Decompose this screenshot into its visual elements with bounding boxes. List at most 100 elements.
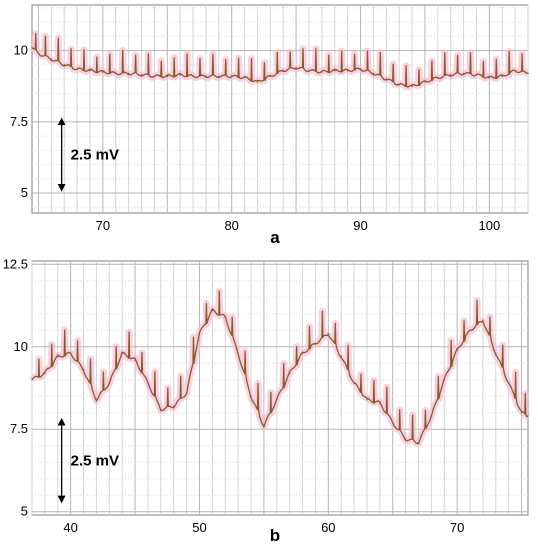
y-tick-label: 10 (14, 43, 28, 58)
data-point (211, 309, 214, 312)
data-point (417, 441, 420, 444)
scale-bar-label: 2.5 mV (71, 453, 119, 470)
data-point (108, 382, 111, 384)
data-point (205, 75, 207, 78)
data-point (501, 75, 504, 78)
data-point (482, 319, 484, 322)
data-point (140, 74, 143, 76)
data-point (366, 398, 368, 401)
data-point (462, 72, 465, 75)
plot-area (31, 4, 529, 214)
data-point (398, 83, 400, 86)
series-line (31, 32, 529, 88)
panel-a: 70 80 90 100 5 7.5 10 2.5 mV a (10, 4, 530, 247)
panel-label: a (270, 228, 280, 247)
data-point (256, 81, 259, 83)
data-point (507, 382, 510, 384)
x-tick-label: 80 (224, 218, 238, 233)
data-point (153, 75, 156, 78)
data-point (114, 72, 117, 75)
data-point (82, 369, 85, 371)
data-point (250, 395, 252, 398)
series-line (31, 290, 529, 445)
data-point (443, 378, 446, 381)
data-point (321, 71, 323, 73)
data-point (134, 359, 136, 361)
data-point (218, 75, 220, 78)
data-point (56, 355, 59, 358)
data-point (308, 69, 310, 72)
data-point (295, 66, 297, 69)
grid (32, 5, 529, 213)
data-point (172, 405, 175, 407)
data-point (494, 352, 497, 355)
y-tick-label: 10 (14, 339, 28, 354)
data-point (301, 352, 304, 355)
data-point (263, 425, 265, 427)
data-point (63, 64, 66, 66)
data-point (520, 411, 523, 414)
data-point (89, 69, 91, 72)
data-point (527, 72, 529, 75)
data-point (179, 74, 181, 76)
x-tick-label: 50 (192, 520, 206, 535)
y-tick-label: 7.5 (10, 114, 28, 129)
data-point (411, 85, 413, 88)
data-point (127, 72, 130, 75)
series-0 (29, 30, 530, 91)
data-point (31, 378, 33, 381)
data-point (275, 398, 278, 401)
data-point (430, 415, 433, 417)
x-tick-label: 70 (96, 218, 110, 233)
data-point (488, 76, 491, 79)
y-tick-label: 12.5 (3, 256, 28, 271)
data-point (192, 75, 194, 78)
data-point (237, 352, 239, 355)
data-point (243, 76, 246, 79)
panel-b: 40 50 60 70 5 7.5 10 12.5 2.5 mV b (3, 256, 531, 545)
series-0 (29, 287, 531, 448)
data-point (69, 352, 72, 355)
data-point (95, 398, 98, 401)
x-tick-label: 100 (478, 218, 500, 233)
data-point (359, 68, 362, 70)
data-point (50, 58, 53, 60)
data-point (37, 52, 40, 55)
data-point (424, 81, 426, 83)
data-point (514, 69, 516, 72)
data-point (340, 355, 342, 358)
x-tick-label: 40 (63, 520, 77, 535)
y-tick-label: 5 (21, 185, 28, 200)
data-point (379, 402, 381, 404)
data-point (372, 72, 375, 75)
data-point (353, 382, 355, 384)
x-tick-label: 70 (450, 520, 464, 535)
data-point (160, 408, 162, 411)
data-point (147, 382, 149, 384)
data-point (456, 349, 458, 351)
data-point (282, 69, 285, 72)
x-tick-label: 90 (353, 218, 367, 233)
data-point (230, 75, 233, 78)
data-point (288, 372, 291, 374)
data-point (185, 392, 188, 394)
data-point (449, 74, 452, 76)
data-point (44, 372, 46, 374)
data-point (437, 76, 439, 79)
data-point (475, 74, 478, 76)
data-point (121, 352, 123, 355)
data-point (198, 332, 201, 335)
data-point (404, 438, 407, 440)
panel-label: b (270, 526, 280, 545)
data-point (327, 332, 330, 335)
y-tick-label: 7.5 (10, 421, 28, 436)
scale-bar-label: 2.5 mV (71, 147, 119, 164)
data-point (391, 421, 394, 424)
data-point (166, 75, 169, 78)
data-point (31, 46, 33, 49)
data-point (224, 316, 227, 318)
data-point (469, 329, 471, 332)
data-point (346, 69, 349, 72)
data-point (333, 69, 336, 72)
